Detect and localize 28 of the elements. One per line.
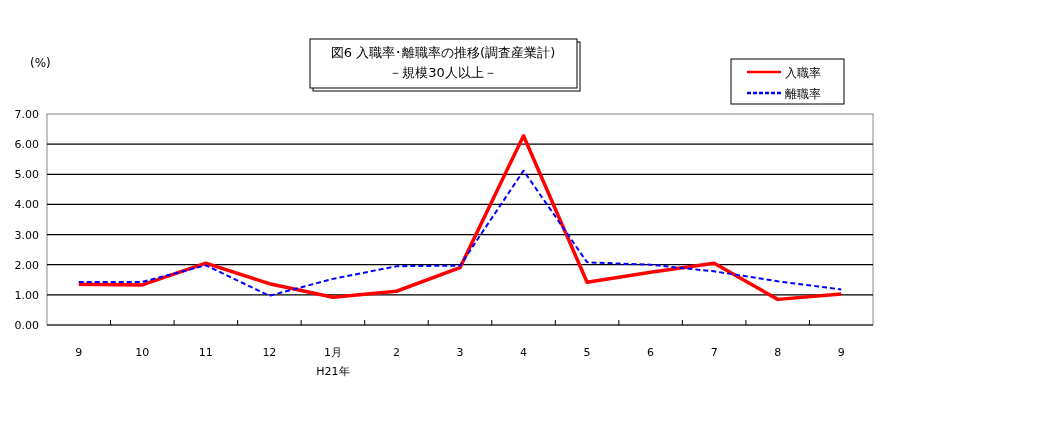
y-tick-label: 4.00 bbox=[14, 198, 39, 212]
x-tick-label: 10 bbox=[135, 346, 150, 359]
y-axis-title: (%) bbox=[30, 56, 51, 70]
x-tick-label: 7 bbox=[710, 346, 718, 359]
line-series bbox=[77, 133, 843, 302]
y-tick-label: 5.00 bbox=[14, 168, 39, 182]
legend-label: 入職率 bbox=[785, 66, 821, 80]
x-tick-label: 4 bbox=[520, 346, 528, 359]
x-tick-label: 1月 H21年 bbox=[316, 346, 350, 378]
y-tick-label: 7.00 bbox=[14, 108, 39, 121]
y-tick-label: 6.00 bbox=[14, 138, 39, 152]
x-tick-label: 9 bbox=[75, 346, 83, 359]
legend-label: 離職率 bbox=[785, 87, 821, 101]
x-tick-label: 9 bbox=[837, 346, 845, 359]
y-tick-label: 1.00 bbox=[14, 288, 39, 302]
chart-subtitle: －規模30人以上－ bbox=[389, 65, 497, 80]
x-tick-label: 3 bbox=[456, 346, 464, 359]
x-tick-label: 8 bbox=[774, 346, 782, 359]
y-tick-label: 2.00 bbox=[14, 258, 39, 272]
y-tick-label: 0.00 bbox=[14, 319, 39, 332]
y-tick-label: 3.00 bbox=[14, 228, 39, 242]
x-tick-label: 2 bbox=[392, 346, 400, 359]
line-series bbox=[77, 169, 843, 297]
x-tick-label: 6 bbox=[647, 346, 655, 359]
x-tick-label: 11 bbox=[198, 346, 213, 359]
x-tick-label: 12 bbox=[262, 346, 277, 359]
x-tick-label: 5 bbox=[583, 346, 591, 359]
chart-title: 図6 入職率･離職率の推移(調査産業計) bbox=[330, 45, 556, 60]
